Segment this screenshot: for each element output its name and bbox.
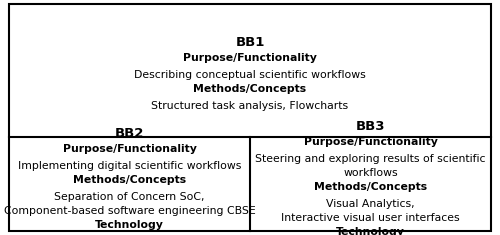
Text: Separation of Concern SoC,: Separation of Concern SoC, <box>54 192 205 202</box>
Text: Component-based software engineering CBSE: Component-based software engineering CBS… <box>4 206 256 216</box>
Text: BB3: BB3 <box>356 120 385 133</box>
Text: Implementing digital scientific workflows: Implementing digital scientific workflow… <box>18 161 241 171</box>
Text: Purpose/Functionality: Purpose/Functionality <box>183 53 317 63</box>
Text: Steering and exploring results of scientific: Steering and exploring results of scient… <box>256 154 486 164</box>
Text: Technology: Technology <box>336 227 405 235</box>
Text: Technology: Technology <box>95 220 164 230</box>
Text: Methods/Concepts: Methods/Concepts <box>73 175 186 185</box>
Text: Purpose/Functionality: Purpose/Functionality <box>62 144 196 154</box>
Text: Purpose/Functionality: Purpose/Functionality <box>304 137 438 147</box>
Text: BB1: BB1 <box>236 36 264 49</box>
Text: Visual Analytics,: Visual Analytics, <box>326 199 415 209</box>
Text: Methods/Concepts: Methods/Concepts <box>194 84 306 94</box>
Text: Methods/Concepts: Methods/Concepts <box>314 182 427 192</box>
Text: Interactive visual user interfaces: Interactive visual user interfaces <box>281 213 460 223</box>
Text: Describing conceptual scientific workflows: Describing conceptual scientific workflo… <box>134 70 366 80</box>
Text: Structured task analysis, Flowcharts: Structured task analysis, Flowcharts <box>152 101 348 111</box>
Text: BB2: BB2 <box>115 127 144 140</box>
Text: workflows: workflows <box>343 168 398 178</box>
